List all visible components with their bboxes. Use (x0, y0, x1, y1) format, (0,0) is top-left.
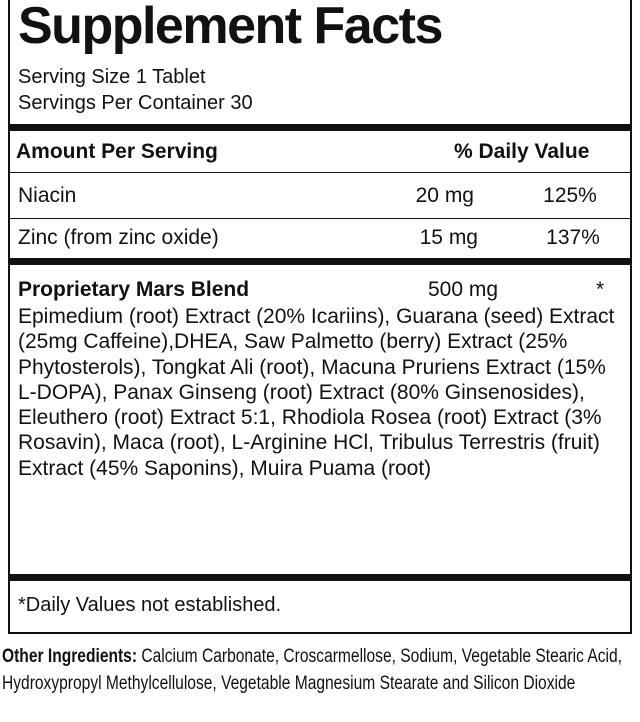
column-header: Amount Per Serving (16, 140, 218, 163)
footnote: *Daily Values not established. (18, 594, 282, 616)
other-ingredients-label: Other Ingredients: (2, 646, 138, 667)
blend-ingredients: Epimedium (root) Extract (20% Icariins),… (18, 305, 615, 480)
nutrient-name: Zinc (from zinc oxide) (18, 226, 219, 249)
other-ingredients: Other Ingredients: Calcium Carbonate, Cr… (2, 644, 633, 697)
divider-thick (10, 258, 630, 265)
divider-thick (10, 574, 630, 581)
servings-per-container: Servings Per Container 30 (18, 92, 253, 114)
other-ingredients-text: Calcium Carbonate, Croscarmellose, Sodiu… (2, 646, 622, 694)
divider-thin (10, 218, 630, 219)
daily-value: 137% (546, 226, 600, 249)
nutrient-amount: 15 mg (419, 226, 478, 249)
divider-thin (10, 172, 630, 173)
title: Supplement Facts (18, 0, 443, 55)
blend-amount: 500 mg (428, 278, 499, 301)
blend-name: Proprietary Mars Blend (18, 278, 250, 301)
nutrient-name: Niacin (18, 184, 77, 207)
supplement-facts-panel: Supplement Facts Serving Size 1 Tablet S… (8, 0, 632, 634)
daily-value: 125% (543, 184, 597, 207)
nutrient-amount: 20 mg (415, 184, 474, 207)
divider-thick (10, 124, 630, 131)
serving-size: Serving Size 1 Tablet (18, 66, 206, 88)
blend-daily-value: * (596, 278, 605, 301)
column-header: % Daily Value (454, 140, 590, 163)
